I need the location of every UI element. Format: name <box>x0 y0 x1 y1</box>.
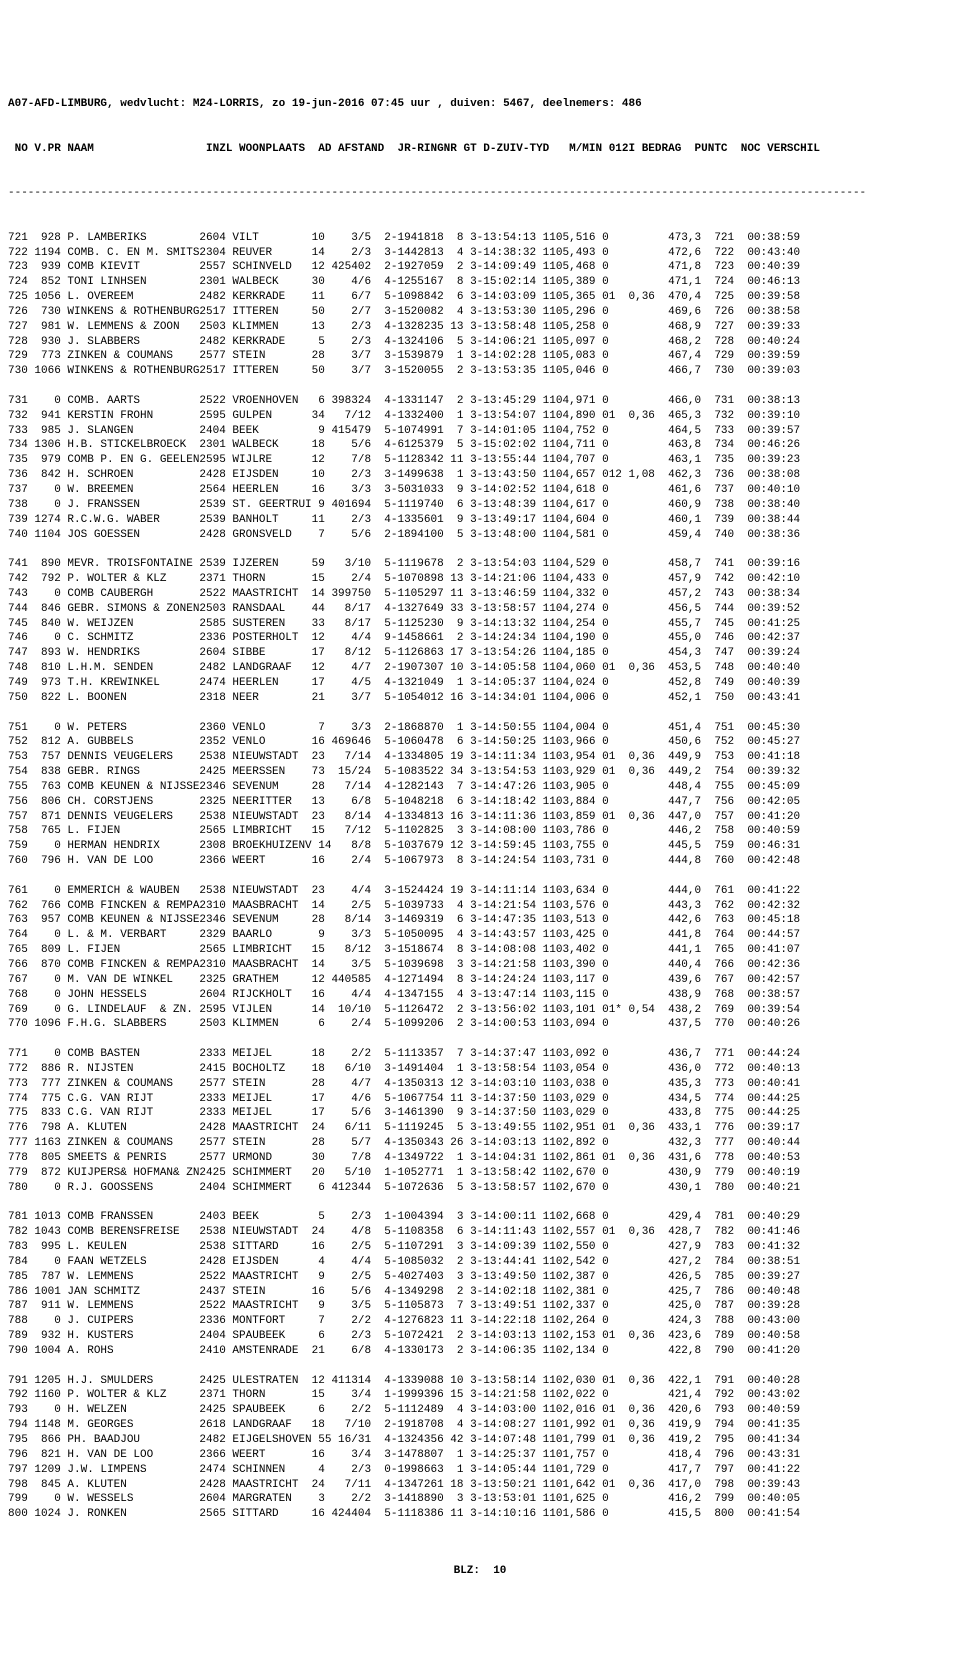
data-row: 797 1209 J.W. LIMPENS 2474 SCHINNEN 4 2/… <box>8 1463 952 1478</box>
data-row: 739 1274 R.C.W.G. WABER 2539 BANHOLT 11 … <box>8 513 952 528</box>
data-row: 769 0 G. LINDELAUF & ZN. 2595 VIJLEN 14 … <box>8 1003 952 1018</box>
data-row: 775 833 C.G. VAN RIJT 2333 MEIJEL 17 5/6… <box>8 1106 952 1121</box>
data-row: 771 0 COMB BASTEN 2333 MEIJEL 18 2/2 5-1… <box>8 1047 952 1062</box>
data-row: 793 0 H. WELZEN 2425 SPAUBEEK 6 2/2 5-11… <box>8 1403 952 1418</box>
data-row: 725 1056 L. OVEREEM 2482 KERKRADE 11 6/7… <box>8 290 952 305</box>
data-row: 758 765 L. FIJEN 2565 LIMBRICHT 15 7/12 … <box>8 824 952 839</box>
data-row: 779 872 KUIJPERS& HOFMAN& ZN2425 SCHIMME… <box>8 1166 952 1181</box>
data-row: 778 805 SMEETS & PENRIS 2577 URMOND 30 7… <box>8 1151 952 1166</box>
data-row: 747 893 W. HENDRIKS 2604 SIBBE 17 8/12 5… <box>8 646 952 661</box>
data-row: 722 1194 COMB. C. EN M. SMITS2304 REUVER… <box>8 246 952 261</box>
data-row: 790 1004 A. ROHS 2410 AMSTENRADE 21 6/8 … <box>8 1344 952 1359</box>
data-row: 752 812 A. GUBBELS 2352 VENLO 16 469646 … <box>8 735 952 750</box>
data-row: 789 932 H. KUSTERS 2404 SPAUBEEK 6 2/3 5… <box>8 1329 952 1344</box>
data-row: 732 941 KERSTIN FROHN 2595 GULPEN 34 7/1… <box>8 409 952 424</box>
data-row: 759 0 HERMAN HENDRIX 2308 BROEKHUIZENV 1… <box>8 839 952 854</box>
data-row: 772 886 R. NIJSTEN 2415 BOCHOLTZ 18 6/10… <box>8 1062 952 1077</box>
page-footer: BLZ: 10 <box>8 1564 952 1579</box>
data-row: 757 871 DENNIS VEUGELERS 2538 NIEUWSTADT… <box>8 810 952 825</box>
data-row: 764 0 L. & M. VERBART 2329 BAARLO 9 3/3 … <box>8 928 952 943</box>
data-row: 767 0 M. VAN DE WINKEL 2325 GRATHEM 12 4… <box>8 973 952 988</box>
data-row: 776 798 A. KLUTEN 2428 MAASTRICHT 24 6/1… <box>8 1121 952 1136</box>
data-row: 738 0 J. FRANSSEN 2539 ST. GEERTRUI 9 40… <box>8 498 952 513</box>
data-row: 786 1001 JAN SCHMITZ 2437 STEIN 16 5/6 4… <box>8 1285 952 1300</box>
data-row: 754 838 GEBR. RINGS 2425 MEERSSEN 73 15/… <box>8 765 952 780</box>
blank-row <box>8 1196 952 1211</box>
blank-row <box>8 706 952 721</box>
blank-row <box>8 869 952 884</box>
data-row: 744 846 GEBR. SIMONS & ZONEN2503 RANSDAA… <box>8 602 952 617</box>
data-row: 787 911 W. LEMMENS 2522 MAASTRICHT 9 3/5… <box>8 1299 952 1314</box>
data-row: 773 777 ZINKEN & COUMANS 2577 STEIN 28 4… <box>8 1077 952 1092</box>
data-row: 792 1160 P. WOLTER & KLZ 2371 THORN 15 3… <box>8 1388 952 1403</box>
data-row: 791 1205 H.J. SMULDERS 2425 ULESTRATEN 1… <box>8 1374 952 1389</box>
data-row: 798 845 A. KLUTEN 2428 MAASTRICHT 24 7/1… <box>8 1478 952 1493</box>
data-row: 795 866 PH. BAADJOU 2482 EIJGELSHOVEN 55… <box>8 1433 952 1448</box>
data-row: 746 0 C. SCHMITZ 2336 POSTERHOLT 12 4/4 … <box>8 631 952 646</box>
data-row: 737 0 W. BREEMEN 2564 HEERLEN 16 3/3 3-5… <box>8 483 952 498</box>
data-row: 728 930 J. SLABBERS 2482 KERKRADE 5 2/3 … <box>8 335 952 350</box>
data-row: 734 1306 H.B. STICKELBROECK 2301 WALBECK… <box>8 438 952 453</box>
data-row: 756 806 CH. CORSTJENS 2325 NEERITTER 13 … <box>8 795 952 810</box>
data-row: 800 1024 J. RONKEN 2565 SITTARD 16 42440… <box>8 1507 952 1522</box>
data-row: 745 840 W. WEIJZEN 2585 SUSTEREN 33 8/17… <box>8 617 952 632</box>
data-row: 748 810 L.H.M. SENDEN 2482 LANDGRAAF 12 … <box>8 661 952 676</box>
data-row: 733 985 J. SLANGEN 2404 BEEK 9 415479 5-… <box>8 424 952 439</box>
document-title: A07-AFD-LIMBURG, wedvlucht: M24-LORRIS, … <box>8 97 952 112</box>
data-row: 751 0 W. PETERS 2360 VENLO 7 3/3 2-18688… <box>8 721 952 736</box>
data-row: 777 1163 ZINKEN & COUMANS 2577 STEIN 28 … <box>8 1136 952 1151</box>
data-row: 730 1066 WINKENS & ROTHENBURG2517 ITTERE… <box>8 364 952 379</box>
page-container: A07-AFD-LIMBURG, wedvlucht: M24-LORRIS, … <box>8 67 952 1593</box>
blank-row <box>8 1032 952 1047</box>
data-row: 735 979 COMB P. EN G. GEELEN2595 WIJLRE … <box>8 453 952 468</box>
data-row: 729 773 ZINKEN & COUMANS 2577 STEIN 28 3… <box>8 349 952 364</box>
data-row: 727 981 W. LEMMENS & ZOON 2503 KLIMMEN 1… <box>8 320 952 335</box>
data-row: 753 757 DENNIS VEUGELERS 2538 NIEUWSTADT… <box>8 750 952 765</box>
data-row: 770 1096 F.H.G. SLABBERS 2503 KLIMMEN 6 … <box>8 1017 952 1032</box>
data-row: 766 870 COMB FINCKEN & REMPA2310 MAASBRA… <box>8 958 952 973</box>
data-row: 726 730 WINKENS & ROTHENBURG2517 ITTEREN… <box>8 305 952 320</box>
data-row: 762 766 COMB FINCKEN & REMPA2310 MAASBRA… <box>8 899 952 914</box>
data-row: 768 0 JOHN HESSELS 2604 RIJCKHOLT 16 4/4… <box>8 988 952 1003</box>
data-row: 785 787 W. LEMMENS 2522 MAASTRICHT 9 2/5… <box>8 1270 952 1285</box>
header-divider: ----------------------------------------… <box>8 186 952 201</box>
data-row: 731 0 COMB. AARTS 2522 VROENHOVEN 6 3983… <box>8 394 952 409</box>
data-row: 749 973 T.H. KREWINKEL 2474 HEERLEN 17 4… <box>8 676 952 691</box>
data-row: 788 0 J. CUIPERS 2336 MONTFORT 7 2/2 4-1… <box>8 1314 952 1329</box>
blank-row <box>8 542 952 557</box>
blank-row <box>8 379 952 394</box>
data-row: 783 995 L. KEULEN 2538 SITTARD 16 2/5 5-… <box>8 1240 952 1255</box>
data-row: 740 1104 JOS GOESSEN 2428 GRONSVELD 7 5/… <box>8 528 952 543</box>
data-row: 796 821 H. VAN DE LOO 2366 WEERT 16 3/4 … <box>8 1448 952 1463</box>
data-row: 723 939 COMB KIEVIT 2557 SCHINVELD 12 42… <box>8 260 952 275</box>
blank-row <box>8 1359 952 1374</box>
data-row: 743 0 COMB CAUBERGH 2522 MAASTRICHT 14 3… <box>8 587 952 602</box>
data-row: 794 1148 M. GEORGES 2618 LANDGRAAF 18 7/… <box>8 1418 952 1433</box>
data-row: 763 957 COMB KEUNEN & NIJSSE2346 SEVENUM… <box>8 913 952 928</box>
data-row: 724 852 TONI LINHSEN 2301 WALBECK 30 4/6… <box>8 275 952 290</box>
data-row: 755 763 COMB KEUNEN & NIJSSE2346 SEVENUM… <box>8 780 952 795</box>
data-row: 780 0 R.J. GOOSSENS 2404 SCHIMMERT 6 412… <box>8 1181 952 1196</box>
data-rows-container: 721 928 P. LAMBERIKS 2604 VILT 10 3/5 2-… <box>8 231 952 1522</box>
data-row: 760 796 H. VAN DE LOO 2366 WEERT 16 2/4 … <box>8 854 952 869</box>
column-headers: NO V.PR NAAM INZL WOONPLAATS AD AFSTAND … <box>8 142 952 157</box>
data-row: 765 809 L. FIJEN 2565 LIMBRICHT 15 8/12 … <box>8 943 952 958</box>
data-row: 761 0 EMMERICH & WAUBEN 2538 NIEUWSTADT … <box>8 884 952 899</box>
data-row: 784 0 FAAN WETZELS 2428 EIJSDEN 4 4/4 5-… <box>8 1255 952 1270</box>
data-row: 799 0 W. WESSELS 2604 MARGRATEN 3 2/2 3-… <box>8 1492 952 1507</box>
data-row: 781 1013 COMB FRANSSEN 2403 BEEK 5 2/3 1… <box>8 1210 952 1225</box>
data-row: 736 842 H. SCHROEN 2428 EIJSDEN 10 2/3 3… <box>8 468 952 483</box>
data-row: 750 822 L. BOONEN 2318 NEER 21 3/7 5-105… <box>8 691 952 706</box>
data-row: 782 1043 COMB BERENSFREISE 2538 NIEUWSTA… <box>8 1225 952 1240</box>
data-row: 742 792 P. WOLTER & KLZ 2371 THORN 15 2/… <box>8 572 952 587</box>
data-row: 741 890 MEVR. TROISFONTAINE 2539 IJZEREN… <box>8 557 952 572</box>
data-row: 721 928 P. LAMBERIKS 2604 VILT 10 3/5 2-… <box>8 231 952 246</box>
data-row: 774 775 C.G. VAN RIJT 2333 MEIJEL 17 4/6… <box>8 1092 952 1107</box>
